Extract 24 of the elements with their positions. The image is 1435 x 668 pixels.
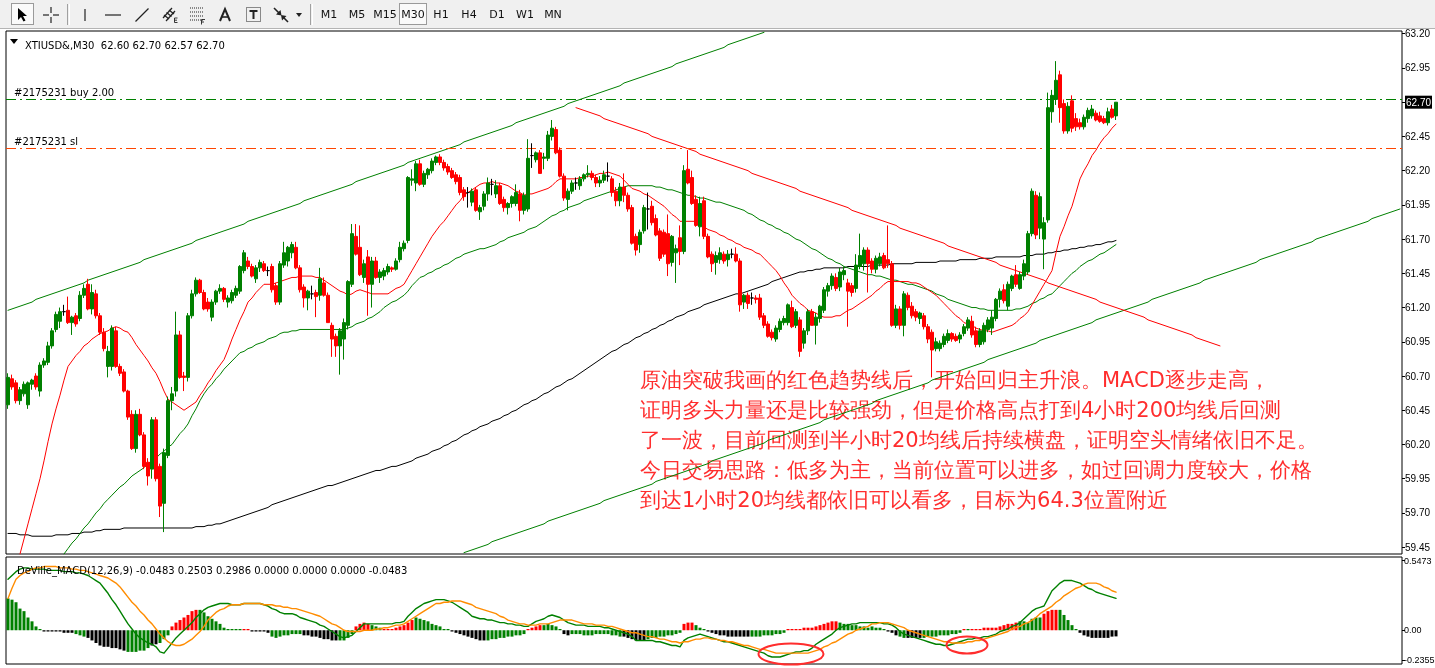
- y-tick-label: 62.45: [1405, 130, 1431, 142]
- y-tick-label: 60.70: [1405, 370, 1431, 382]
- text: XTIUSD&,M30 62.60 62.70 62.57 62.70: [25, 39, 225, 51]
- y-tick-label: 0.00: [1404, 625, 1422, 636]
- y-tick-label: 59.95: [1405, 473, 1431, 485]
- ref-line-label: #2175231 sl: [14, 136, 79, 148]
- y-tick-label: 62.70: [1406, 97, 1432, 109]
- ref-line-label: #2175231 buy 2.00: [14, 86, 115, 98]
- y-tick-label: 63.20: [1405, 28, 1431, 40]
- y-tick-label: 59.70: [1405, 507, 1431, 519]
- y-tick-label: -0.2355: [1404, 655, 1435, 666]
- y-tick-label: 0.5473: [1404, 555, 1432, 566]
- y-tick-label: 61.70: [1405, 233, 1431, 245]
- y-tick-label: 59.45: [1405, 541, 1431, 553]
- y-tick-label: 62.20: [1405, 165, 1431, 177]
- annotation: 到达1小时20均线都依旧可以看多，目标为64.3位置附近: [640, 487, 1168, 512]
- y-tick-label: 62.95: [1405, 62, 1431, 74]
- toolbar: M1 M5 M15 M30 H1 H4 D1 W1 MN: [0, 0, 1435, 29]
- y-tick-label: 60.45: [1405, 404, 1431, 416]
- y-tick-label: 60.95: [1405, 336, 1431, 348]
- y-tick-label: 61.20: [1405, 302, 1431, 314]
- y-tick-label: 61.95: [1405, 199, 1431, 211]
- y-tick-label: 60.20: [1405, 438, 1431, 450]
- y-tick-label: 61.45: [1405, 267, 1431, 279]
